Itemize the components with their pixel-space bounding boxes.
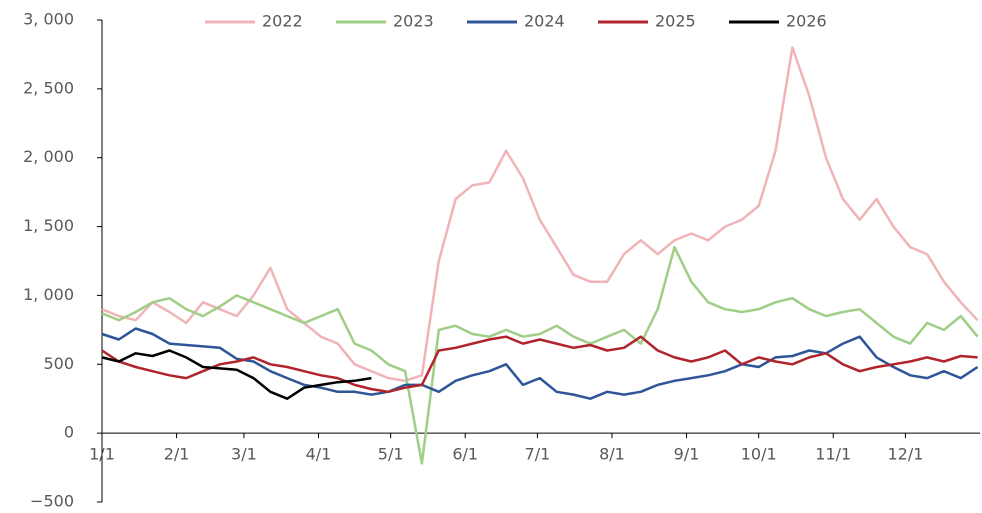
x-tick-label: 1/1 (89, 445, 115, 464)
y-tick-label: 1, 000 (23, 285, 74, 304)
x-tick-label: 6/1 (452, 445, 478, 464)
y-tick-label: 1, 500 (23, 216, 74, 235)
x-tick-label: 5/1 (378, 445, 404, 464)
x-tick-label: 2/1 (164, 445, 190, 464)
series-line (101, 335, 978, 394)
x-tick-label: 10/1 (741, 445, 777, 464)
x-tick-label: 11/1 (815, 445, 851, 464)
legend-label: 2024 (524, 12, 565, 31)
legend-label: 2023 (393, 12, 434, 31)
series-line (101, 327, 979, 400)
y-tick-label: 2, 000 (23, 147, 74, 166)
x-tick-label: 8/1 (599, 445, 625, 464)
y-tick-label: 3, 000 (23, 10, 74, 29)
x-tick-label: 9/1 (674, 445, 700, 464)
y-tick-label: 2, 500 (23, 78, 74, 97)
y-tick-label: 500 (43, 354, 74, 373)
y-tick-label: 0 (64, 423, 74, 442)
series-line (101, 245, 979, 465)
legend-label: 2022 (262, 12, 303, 31)
legend-label: 2026 (786, 12, 827, 31)
y-tick-label: −500 (30, 492, 74, 511)
x-tick-label: 7/1 (525, 445, 551, 464)
x-tick-label: 4/1 (306, 445, 332, 464)
x-tick-label: 3/1 (231, 445, 257, 464)
legend-label: 2025 (655, 12, 696, 31)
series-line (101, 46, 979, 383)
x-tick-label: 12/1 (887, 445, 923, 464)
series-line (101, 349, 372, 400)
